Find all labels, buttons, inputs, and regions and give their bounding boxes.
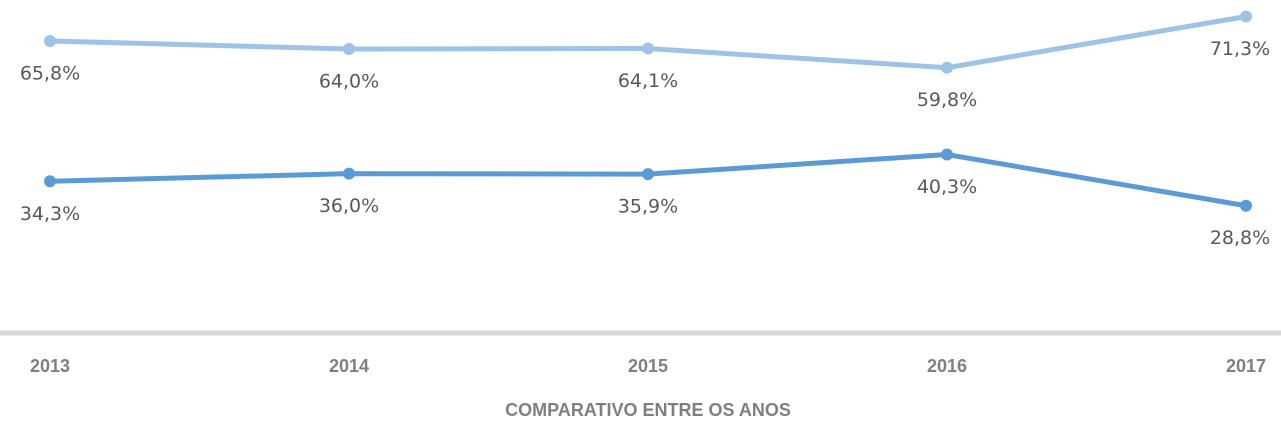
data-point (1240, 199, 1252, 212)
data-point (343, 167, 355, 180)
data-label: 28,8% (1210, 227, 1270, 249)
data-point (941, 148, 953, 161)
x-tick-label: 2013 (30, 356, 70, 376)
data-point (44, 34, 56, 47)
data-point (642, 168, 654, 181)
x-tick-label: 2015 (628, 356, 668, 376)
data-point (941, 61, 953, 74)
x-tick-label: 2016 (927, 356, 967, 376)
data-label: 64,0% (319, 70, 379, 92)
x-tick-label: 2017 (1226, 356, 1266, 376)
data-point (343, 42, 355, 55)
data-point (44, 175, 56, 188)
data-label: 59,8% (917, 89, 977, 111)
data-point (642, 42, 654, 55)
data-point (1240, 10, 1252, 23)
data-label: 36,0% (319, 195, 379, 217)
series-line (49, 14, 1247, 71)
x-axis-title: COMPARATIVO ENTRE OS ANOS (505, 400, 791, 420)
data-label: 35,9% (618, 196, 678, 218)
data-label: 34,3% (20, 203, 80, 225)
data-label: 71,3% (1210, 38, 1270, 60)
data-label: 40,3% (917, 176, 977, 198)
data-label: 64,1% (618, 70, 678, 92)
x-tick-label: 2014 (329, 356, 369, 376)
data-label: 65,8% (20, 62, 80, 84)
